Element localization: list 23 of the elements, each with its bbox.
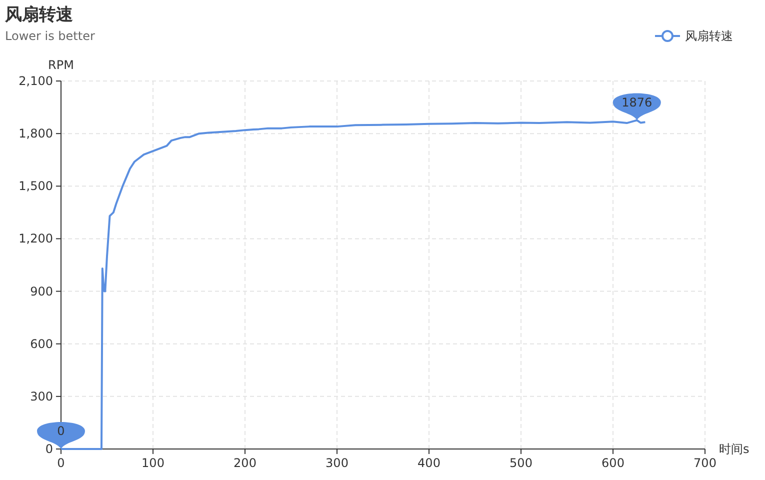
y-tick-label: 900 [30, 284, 53, 298]
annotation: 1876 [622, 95, 652, 110]
x-tick-label: 500 [510, 456, 532, 470]
annotation: 0 [57, 424, 65, 438]
y-tick-label: 300 [30, 389, 53, 404]
y-tick-label: 0 [45, 442, 53, 456]
y-tick-label: 2,100 [18, 74, 53, 88]
x-tick-label: 100 [142, 456, 164, 470]
y-tick-label: 1,500 [18, 179, 53, 194]
x-tick-label: 400 [418, 456, 440, 470]
y-axis-title: RPM [48, 58, 74, 72]
x-axis-title: 时间s [719, 442, 750, 456]
x-tick-label: 700 [694, 456, 716, 470]
x-tick-label: 300 [326, 456, 348, 470]
chart-title: 风扇转速 [4, 5, 73, 25]
y-tick-label: 1,200 [18, 232, 53, 246]
x-tick-label: 200 [234, 456, 256, 470]
chart-subtitle: Lower is better [5, 29, 95, 43]
x-tick-label: 0 [57, 456, 65, 470]
legend-label: 风扇转速 [685, 29, 733, 43]
x-tick-label: 600 [602, 456, 624, 470]
y-tick-label: 1,800 [18, 126, 53, 141]
y-tick-label: 600 [30, 336, 53, 351]
